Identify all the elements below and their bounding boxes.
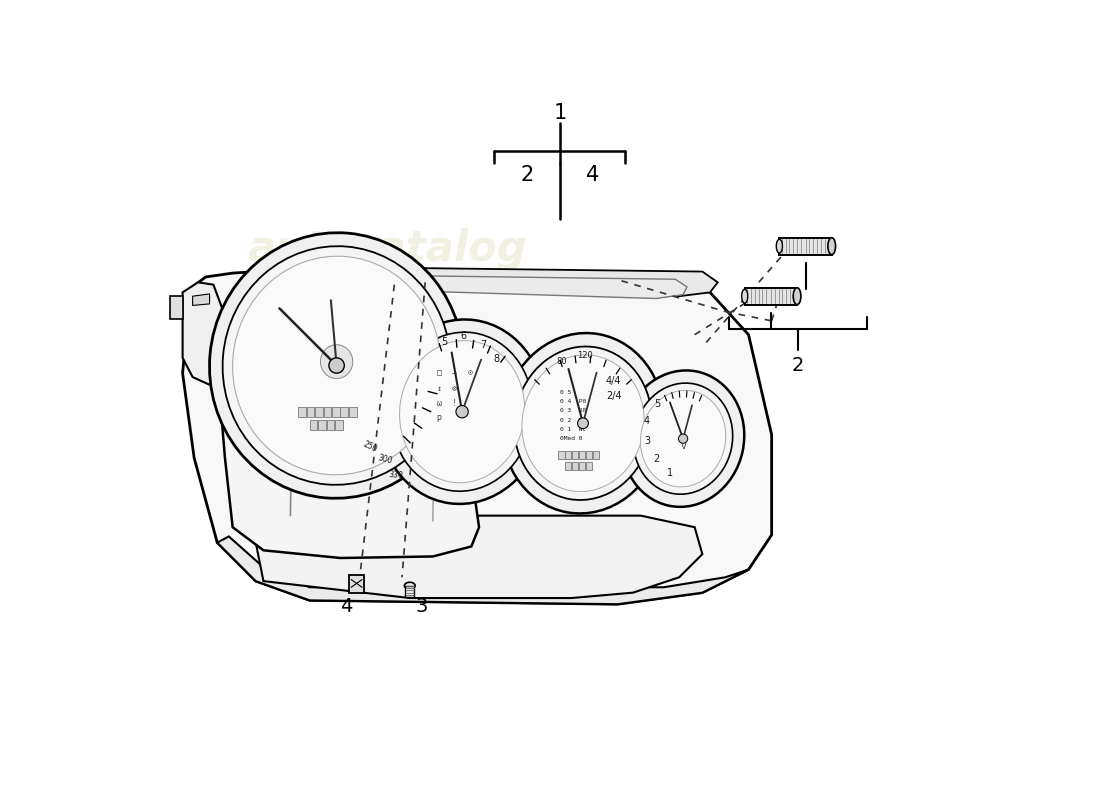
FancyBboxPatch shape [315,407,322,417]
Text: 8: 8 [493,354,499,364]
Polygon shape [183,270,772,604]
Text: 250: 250 [361,439,378,454]
Text: 0 2  NC: 0 2 NC [560,418,586,422]
FancyBboxPatch shape [310,420,318,430]
Ellipse shape [502,333,664,514]
Ellipse shape [232,256,441,475]
Ellipse shape [578,418,588,429]
Text: 330: 330 [388,470,404,480]
Ellipse shape [777,239,782,253]
FancyBboxPatch shape [586,451,592,459]
Text: 5: 5 [654,399,661,409]
Text: 3: 3 [416,597,428,615]
Polygon shape [221,334,480,558]
Ellipse shape [399,341,525,482]
Polygon shape [192,294,209,306]
Text: autocatalog
parts: autocatalog parts [200,330,573,446]
FancyBboxPatch shape [323,407,331,417]
Text: 0 1  NC: 0 1 NC [560,427,586,432]
Polygon shape [779,238,832,254]
FancyBboxPatch shape [341,407,348,417]
Text: ω: ω [437,399,441,409]
Text: ⊗: ⊗ [452,384,456,393]
FancyBboxPatch shape [572,451,579,459]
FancyBboxPatch shape [559,451,564,459]
Text: 0 4  P0: 0 4 P0 [560,399,586,404]
Text: 2/4: 2/4 [606,391,621,402]
Text: v: v [680,442,686,451]
Text: →: → [452,369,456,378]
Text: P: P [437,415,441,424]
Polygon shape [321,274,686,298]
Ellipse shape [222,246,451,485]
Text: □: □ [437,369,441,378]
Ellipse shape [379,319,546,504]
Text: 120: 120 [578,351,593,360]
Text: !: ! [452,399,456,409]
FancyBboxPatch shape [327,420,334,430]
Text: 6: 6 [461,331,466,342]
Ellipse shape [621,370,745,507]
Text: 0 3  R0: 0 3 R0 [560,409,586,414]
Text: 5: 5 [441,338,448,347]
FancyBboxPatch shape [336,420,343,430]
Text: 2: 2 [653,454,659,465]
Text: 0Med 0: 0Med 0 [560,436,582,441]
Text: 4: 4 [644,416,650,426]
FancyBboxPatch shape [307,407,315,417]
Text: ⊙: ⊙ [468,369,472,378]
Text: 3: 3 [644,436,650,446]
Polygon shape [183,282,227,385]
Text: 2: 2 [520,166,534,186]
Text: 80: 80 [557,357,566,366]
Ellipse shape [405,582,415,589]
Ellipse shape [329,358,344,373]
Ellipse shape [828,238,836,254]
Text: 4/4: 4/4 [606,376,621,386]
FancyBboxPatch shape [572,462,579,470]
Ellipse shape [209,233,464,498]
Ellipse shape [392,332,532,491]
FancyBboxPatch shape [298,407,306,417]
Text: autocatalog
parts: autocatalog parts [246,228,527,318]
Text: 4: 4 [340,597,353,615]
FancyBboxPatch shape [349,407,356,417]
Polygon shape [745,288,798,305]
Ellipse shape [521,355,645,491]
Text: 1: 1 [553,103,566,123]
Ellipse shape [514,346,652,500]
FancyBboxPatch shape [349,575,364,594]
Text: ↕: ↕ [437,384,441,393]
FancyBboxPatch shape [586,462,592,470]
Text: 300: 300 [377,454,394,466]
Ellipse shape [634,383,733,494]
Text: 1: 1 [667,468,673,478]
FancyBboxPatch shape [580,451,585,459]
Ellipse shape [320,345,353,378]
Ellipse shape [679,434,688,443]
Text: 4: 4 [585,166,598,186]
Ellipse shape [793,288,801,305]
Ellipse shape [741,290,748,303]
Polygon shape [318,267,717,296]
Polygon shape [169,296,183,319]
FancyBboxPatch shape [405,586,415,597]
Text: 2: 2 [792,356,804,375]
FancyBboxPatch shape [318,420,326,430]
FancyBboxPatch shape [593,451,600,459]
Text: 7: 7 [480,340,486,350]
FancyBboxPatch shape [580,462,585,470]
Polygon shape [218,537,749,604]
Ellipse shape [640,390,726,487]
Text: 0 5: 0 5 [560,390,571,395]
Ellipse shape [455,406,469,418]
Polygon shape [252,516,703,598]
FancyBboxPatch shape [565,462,572,470]
FancyBboxPatch shape [332,407,340,417]
FancyBboxPatch shape [565,451,572,459]
